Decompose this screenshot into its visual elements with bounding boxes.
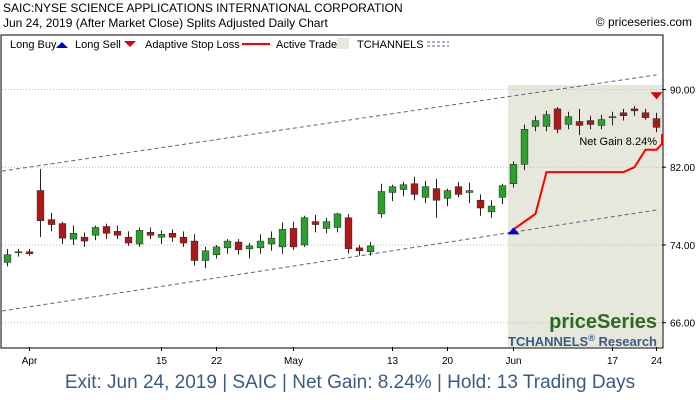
- y-tick-label: 82.00: [670, 163, 695, 174]
- x-tick-label: May: [284, 356, 303, 367]
- channel-upper-line: [1, 74, 657, 172]
- candle-body: [465, 190, 474, 193]
- candle-body: [311, 221, 320, 225]
- candle-body: [256, 240, 265, 249]
- candle-body: [102, 226, 111, 234]
- candle-body: [355, 247, 364, 252]
- candle-body: [14, 251, 23, 254]
- legend-tchannels-label: TCHANNELS: [357, 39, 424, 51]
- price-chart: 66.00 74.00 82.00 90.00 Apr 15 22 May 13 20 Jun 17 2…: [0, 34, 695, 367]
- adaptive-stop-loss-line: [512, 134, 663, 231]
- candle-body: [597, 119, 606, 126]
- x-tick-label: 13: [387, 356, 399, 367]
- brand-logo: priceSeries: [549, 311, 657, 333]
- candle-body: [69, 233, 78, 240]
- candle-body: [157, 234, 166, 238]
- y-tick-label: 74.00: [670, 241, 695, 252]
- candle-body: [652, 118, 661, 128]
- candle-body: [454, 186, 463, 195]
- chart-title: SAIC:NYSE SCIENCE APPLICATIONS INTERNATI…: [3, 1, 403, 15]
- candle-body: [3, 254, 12, 263]
- candle-body: [179, 236, 188, 244]
- candle-body: [322, 221, 331, 229]
- candle-body: [421, 186, 430, 198]
- sell-arrow-icon: [124, 41, 136, 47]
- candle-body: [432, 188, 441, 201]
- candle-body: [124, 236, 133, 244]
- candle-body: [575, 121, 584, 126]
- candle-body: [201, 250, 210, 261]
- candle-body: [223, 240, 232, 249]
- candle-body: [58, 223, 67, 239]
- candle-body: [630, 108, 639, 112]
- candle-body: [289, 228, 298, 248]
- candle-body: [476, 199, 485, 209]
- candle-body: [366, 245, 375, 253]
- candle-body: [91, 227, 100, 236]
- candle-body: [190, 240, 199, 261]
- candle-body: [619, 112, 628, 116]
- x-tick-label: Apr: [22, 356, 38, 367]
- brand-research: TCHANNELS® Research: [508, 333, 657, 349]
- candle-body: [36, 190, 45, 221]
- x-tick-label: 17: [607, 356, 619, 367]
- candle-body: [25, 251, 34, 254]
- candle-body: [410, 183, 419, 195]
- x-tick-label: Jun: [505, 356, 521, 367]
- candle-body: [443, 190, 452, 199]
- channel-lower-line: [1, 209, 657, 312]
- x-tick-label: 20: [442, 356, 454, 367]
- sell-signal-arrow: [650, 92, 663, 100]
- candle-body: [278, 229, 287, 248]
- candle-body: [542, 114, 551, 127]
- candle-body: [47, 219, 56, 225]
- candle-body: [300, 217, 309, 246]
- buy-signal-arrow: [507, 227, 520, 235]
- buy-arrow-icon: [56, 42, 68, 48]
- net-gain-label: Net Gain 8.24%: [579, 136, 657, 148]
- copyright-text: © priceseries.com: [595, 15, 692, 29]
- candle-body: [586, 120, 595, 125]
- legend-long-sell-label: Long Sell: [75, 39, 121, 51]
- candle-body: [344, 217, 353, 250]
- candle-body: [498, 185, 507, 198]
- chart-subtitle: Jun 24, 2019 (After Market Close) Splits…: [3, 16, 328, 30]
- candle-body: [608, 116, 617, 118]
- candle-body: [399, 184, 408, 190]
- legend-adaptive-stop-label: Adaptive Stop Loss: [145, 39, 240, 51]
- candle-body: [333, 213, 342, 228]
- candle-body: [388, 186, 397, 193]
- candle-body: [641, 112, 650, 118]
- candle-body: [487, 205, 496, 213]
- candle-body: [146, 232, 155, 236]
- x-tick-label: 24: [651, 356, 663, 367]
- y-tick-label: 66.00: [670, 319, 695, 330]
- active-trade-swatch: [337, 38, 349, 49]
- x-tick-label: 15: [156, 356, 168, 367]
- candle-body: [212, 246, 221, 255]
- candle-body: [564, 116, 573, 125]
- footer-summary: Exit: Jun 24, 2019 | SAIC | Net Gain: 8.…: [64, 372, 636, 393]
- candle-body: [80, 236, 89, 242]
- x-tick-label: 22: [211, 356, 223, 367]
- candle-body: [113, 231, 122, 236]
- y-tick-label: 90.00: [670, 85, 695, 96]
- candle-body: [245, 245, 254, 250]
- candle-body: [168, 233, 177, 238]
- legend: Long Buy Long Sell Adaptive Stop Loss Ac…: [10, 38, 449, 51]
- candle-body: [553, 108, 562, 130]
- legend-active-trade-label: Active Trade: [276, 39, 337, 51]
- candle-body: [531, 120, 540, 127]
- candle-body: [267, 237, 276, 245]
- candle-body: [135, 230, 144, 245]
- candle-body: [377, 191, 386, 215]
- candle-body: [520, 129, 529, 165]
- candle-body: [509, 164, 518, 184]
- legend-long-buy-label: Long Buy: [10, 39, 57, 51]
- candle-body: [234, 241, 243, 251]
